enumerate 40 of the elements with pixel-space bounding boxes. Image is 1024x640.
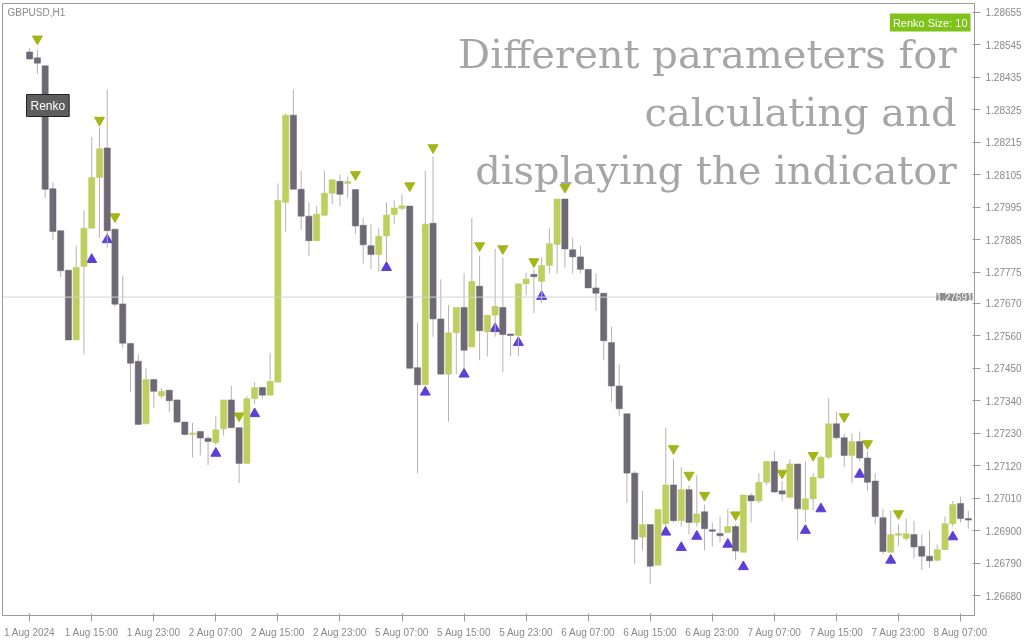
y-tick-label: 1.27670 xyxy=(985,298,1023,310)
y-tick-label: 1.27560 xyxy=(985,330,1023,342)
y-tick-label: 1.27885 xyxy=(985,234,1023,246)
y-tick-label: 1.27120 xyxy=(985,460,1023,472)
x-tick-label: 5 Aug 23:00 xyxy=(499,626,553,638)
x-tick-label: 1 Aug 15:00 xyxy=(64,626,119,638)
x-tick-label: 5 Aug 15:00 xyxy=(437,626,491,638)
x-tick-label: 2 Aug 15:00 xyxy=(250,626,305,638)
x-tick-label: 5 Aug 07:00 xyxy=(375,626,429,638)
x-tick-label: 1 Aug 23:00 xyxy=(126,626,181,638)
x-tick-label: 7 Aug 07:00 xyxy=(747,626,802,638)
annotation: Renko Size: 10 xyxy=(892,16,968,29)
y-tick-label: 1.27775 xyxy=(985,267,1023,279)
y-tick-label: 1.27450 xyxy=(985,363,1023,375)
y-tick-label: 1.28435 xyxy=(985,72,1023,84)
y-tick-label: 1.28105 xyxy=(985,169,1023,181)
x-tick-label: 2 Aug 07:00 xyxy=(188,626,243,638)
y-tick-label: 1.27340 xyxy=(985,395,1023,407)
x-tick-label: 6 Aug 07:00 xyxy=(561,626,616,638)
annotation: Renko xyxy=(30,98,66,113)
y-tick-label: 1.26790 xyxy=(985,558,1023,570)
x-tick-label: 6 Aug 15:00 xyxy=(623,626,678,638)
x-tick-label: 1 Aug 2024 xyxy=(4,626,56,638)
y-tick-label: 1.26680 xyxy=(985,590,1023,602)
chart-title: GBPUSD,H1 xyxy=(7,7,66,18)
y-tick-label: 1.26900 xyxy=(985,525,1023,537)
x-tick-label: 7 Aug 15:00 xyxy=(809,626,864,638)
y-tick-label: 1.27230 xyxy=(985,428,1023,440)
y-tick-label: 1.28655 xyxy=(985,7,1023,19)
ref-line-label: 1.27691 xyxy=(936,292,973,304)
y-tick-label: 1.27995 xyxy=(985,202,1023,214)
annotation: Different parameters for calculating and displaying the indicator xyxy=(458,30,958,193)
x-tick-label: 7 Aug 23:00 xyxy=(871,626,926,638)
x-tick-label: 8 Aug 07:00 xyxy=(933,626,988,638)
y-tick-label: 1.28325 xyxy=(985,104,1023,116)
x-tick-label: 6 Aug 23:00 xyxy=(685,626,740,638)
y-tick-label: 1.27010 xyxy=(985,493,1023,505)
x-tick-label: 2 Aug 23:00 xyxy=(312,626,367,638)
y-tick-label: 1.28215 xyxy=(985,137,1023,149)
y-tick-label: 1.28545 xyxy=(985,39,1023,51)
